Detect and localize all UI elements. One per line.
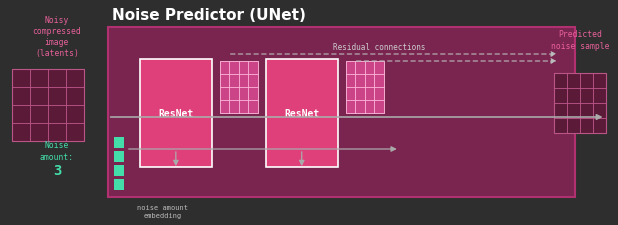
Bar bbox=[554, 74, 606, 133]
Bar bbox=[30, 124, 48, 141]
Bar bbox=[220, 75, 229, 88]
Text: Residual connections: Residual connections bbox=[333, 43, 426, 52]
Bar bbox=[567, 104, 580, 119]
Bar bbox=[114, 137, 124, 148]
Bar bbox=[374, 62, 384, 75]
Bar bbox=[365, 62, 374, 75]
Bar bbox=[48, 106, 66, 124]
Bar bbox=[593, 89, 606, 104]
Bar bbox=[355, 101, 365, 113]
Bar bbox=[12, 70, 84, 141]
Bar bbox=[248, 88, 258, 101]
Bar bbox=[593, 74, 606, 89]
Text: Noisy: Noisy bbox=[44, 16, 69, 25]
Bar bbox=[30, 70, 48, 88]
Bar bbox=[114, 179, 124, 190]
Bar bbox=[365, 101, 374, 113]
Bar bbox=[66, 124, 84, 141]
Bar bbox=[66, 106, 84, 124]
Text: Noise Predictor (UNet): Noise Predictor (UNet) bbox=[112, 8, 306, 23]
Bar bbox=[365, 88, 374, 101]
Bar bbox=[554, 119, 567, 133]
Bar bbox=[30, 88, 48, 106]
Bar bbox=[48, 88, 66, 106]
Bar bbox=[554, 89, 567, 104]
Bar bbox=[239, 88, 248, 101]
Bar bbox=[248, 75, 258, 88]
Bar bbox=[580, 119, 593, 133]
Bar bbox=[66, 88, 84, 106]
Bar bbox=[48, 124, 66, 141]
Text: noise sample: noise sample bbox=[551, 42, 610, 51]
Text: compressed: compressed bbox=[33, 27, 82, 36]
Bar bbox=[220, 88, 229, 101]
Bar bbox=[30, 106, 48, 124]
Bar bbox=[248, 101, 258, 113]
Bar bbox=[554, 104, 567, 119]
Bar bbox=[593, 104, 606, 119]
Bar bbox=[580, 89, 593, 104]
Text: 3: 3 bbox=[53, 163, 61, 177]
Bar bbox=[12, 88, 30, 106]
Bar bbox=[355, 75, 365, 88]
Bar bbox=[266, 60, 337, 167]
Bar bbox=[345, 62, 384, 113]
Text: ResNet: ResNet bbox=[284, 108, 320, 119]
Bar bbox=[48, 70, 66, 88]
Bar bbox=[220, 62, 258, 113]
Text: (latents): (latents) bbox=[35, 49, 79, 58]
Bar bbox=[140, 60, 212, 167]
Bar bbox=[229, 62, 239, 75]
Bar bbox=[374, 88, 384, 101]
Bar bbox=[239, 62, 248, 75]
Bar bbox=[374, 75, 384, 88]
Bar bbox=[345, 75, 355, 88]
Bar bbox=[567, 89, 580, 104]
Bar bbox=[567, 119, 580, 133]
Text: Predicted: Predicted bbox=[559, 30, 603, 39]
Bar bbox=[345, 101, 355, 113]
Bar bbox=[248, 62, 258, 75]
Bar bbox=[66, 70, 84, 88]
Bar bbox=[12, 124, 30, 141]
Bar bbox=[229, 88, 239, 101]
Bar bbox=[345, 88, 355, 101]
Bar bbox=[374, 101, 384, 113]
Bar bbox=[239, 75, 248, 88]
Bar bbox=[593, 119, 606, 133]
Bar bbox=[220, 62, 229, 75]
Text: noise amount
embedding: noise amount embedding bbox=[137, 204, 188, 218]
Bar bbox=[345, 62, 355, 75]
Text: amount:: amount: bbox=[40, 152, 74, 161]
Bar bbox=[580, 74, 593, 89]
Bar bbox=[567, 74, 580, 89]
Text: Noise: Noise bbox=[44, 140, 69, 149]
Bar bbox=[229, 101, 239, 113]
Bar bbox=[12, 106, 30, 124]
Bar bbox=[114, 151, 124, 162]
Bar bbox=[220, 101, 229, 113]
Bar bbox=[229, 75, 239, 88]
Bar bbox=[12, 70, 30, 88]
Bar bbox=[554, 74, 567, 89]
Bar bbox=[580, 104, 593, 119]
Bar bbox=[108, 28, 575, 197]
Text: image: image bbox=[44, 38, 69, 47]
Bar bbox=[355, 88, 365, 101]
Bar bbox=[239, 101, 248, 113]
Bar bbox=[355, 62, 365, 75]
Text: ResNet: ResNet bbox=[158, 108, 193, 119]
Bar bbox=[365, 75, 374, 88]
Bar bbox=[114, 165, 124, 176]
